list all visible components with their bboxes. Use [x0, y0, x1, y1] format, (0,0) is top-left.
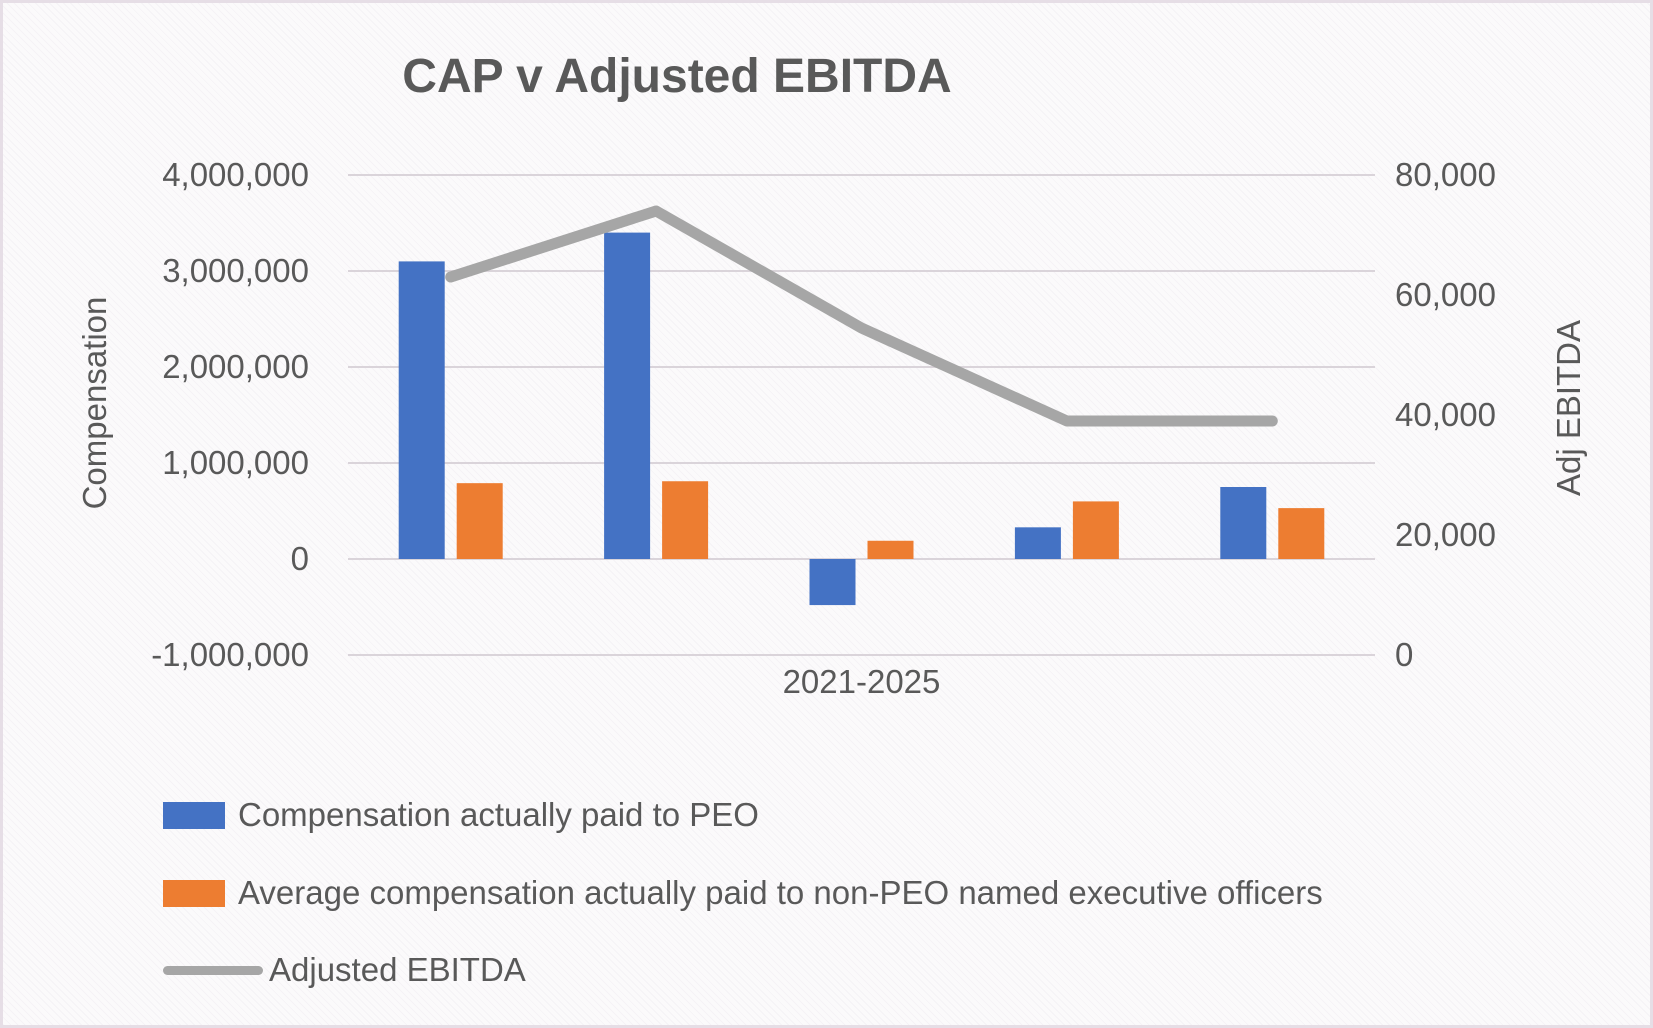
left-axis-tick: 2,000,000 [162, 348, 309, 385]
right-axis-tick: 20,000 [1395, 516, 1496, 553]
bar-cap-non-peo [867, 540, 914, 559]
legend-swatch-ebitda-line [163, 965, 263, 975]
bar-cap-non-peo [456, 483, 503, 559]
left-axis-tick: 1,000,000 [162, 444, 309, 481]
bar-cap-non-peo [1278, 508, 1325, 559]
left-axis-tick: 4,000,000 [162, 156, 309, 193]
bar-cap-non-peo [662, 481, 709, 559]
bar-cap-peo [1014, 527, 1061, 559]
legend-item-cap-peo: Compensation actually paid to PEO [163, 796, 759, 833]
adjusted-ebitda-line [445, 205, 1278, 427]
bar-cap-peo [398, 261, 445, 559]
plot-area [348, 174, 1375, 656]
right-axis-title: Adj EBITDA [1550, 319, 1587, 497]
right-axis-tick: 60,000 [1395, 276, 1496, 313]
legend-swatch-peo-bar [163, 801, 225, 829]
right-axis-tick: 0 [1395, 636, 1414, 673]
legend-item-cap-non-peo: Average compensation actually paid to no… [163, 874, 1323, 911]
legend-label: Adjusted EBITDA [269, 951, 526, 988]
legend-label: Average compensation actually paid to no… [238, 874, 1323, 911]
bar-cap-peo [604, 232, 651, 559]
left-axis-tick: 0 [290, 540, 309, 577]
legend-swatch-non-peo-bar [163, 879, 225, 907]
legend-item-adjusted-ebitda: Adjusted EBITDA [163, 951, 526, 988]
left-axis-title: Compensation [76, 296, 113, 510]
bar-cap-peo [1220, 487, 1267, 559]
left-axis-tick: -1,000,000 [151, 636, 309, 673]
right-axis-tick: 40,000 [1395, 396, 1496, 433]
x-axis-label: 2021-2025 [782, 663, 941, 700]
bar-cap-peo [809, 559, 856, 606]
right-axis-tick: 80,000 [1395, 156, 1496, 193]
chart-title: CAP v Adjusted EBITDA [402, 50, 952, 103]
left-axis-tick: 3,000,000 [162, 252, 309, 289]
legend-label: Compensation actually paid to PEO [238, 796, 759, 833]
bar-cap-non-peo [1072, 501, 1119, 559]
